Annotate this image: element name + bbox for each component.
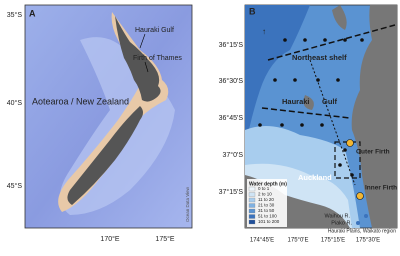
legend-swatch bbox=[248, 214, 256, 219]
legend-swatch bbox=[248, 208, 256, 214]
site-outer bbox=[346, 139, 354, 147]
lat-label: 36°30'S bbox=[219, 77, 244, 85]
lat-label: 37°0'S bbox=[223, 151, 244, 159]
river: Waihou R. bbox=[325, 213, 351, 219]
island bbox=[332, 5, 347, 30]
region: Inner Firth bbox=[365, 185, 397, 192]
river-mouth bbox=[356, 221, 360, 225]
lat-label: 45°S bbox=[7, 182, 23, 190]
south-island bbox=[67, 106, 143, 205]
boundary bbox=[267, 24, 396, 61]
site-inner bbox=[356, 192, 364, 200]
lon-label: 175°E bbox=[155, 235, 174, 243]
legend-label: 11 to 20 bbox=[258, 197, 274, 202]
lon-label: 174°45'E bbox=[250, 238, 274, 244]
legend-label: 0 to 1 bbox=[258, 186, 270, 191]
lat-label: 35°S bbox=[7, 11, 23, 19]
lon-label: 175°15'E bbox=[321, 238, 345, 244]
region: Outer Firth bbox=[356, 149, 390, 156]
depth-deep bbox=[245, 5, 310, 150]
river: Piako R. bbox=[331, 220, 352, 226]
north-island bbox=[115, 16, 161, 102]
legend-label: 31 to 50 bbox=[258, 208, 275, 213]
annotation: Firth of Thames bbox=[133, 55, 182, 62]
credit: Ocean Data View bbox=[185, 186, 190, 222]
legend-title: Water depth (m) bbox=[249, 181, 287, 187]
lat-label: 40°S bbox=[7, 99, 23, 107]
legend-label: 2 to 10 bbox=[258, 192, 272, 197]
region: Auckland bbox=[298, 173, 332, 182]
legend-swatch bbox=[248, 203, 256, 208]
region: Hauraki Plains, Waikato region bbox=[328, 228, 396, 234]
lat-label: 36°45'S bbox=[219, 114, 244, 122]
coromandel bbox=[351, 5, 397, 228]
lat-label: 37°15'S bbox=[219, 188, 244, 196]
lon-label: 175°0'E bbox=[288, 238, 309, 244]
annotation: Aotearoa / New Zealand bbox=[32, 96, 129, 106]
region: Gulf bbox=[322, 97, 337, 106]
boundary bbox=[261, 107, 351, 119]
arrow bbox=[139, 33, 146, 49]
legend-label: 101 to 200 bbox=[258, 219, 280, 224]
arrow bbox=[144, 61, 149, 73]
legend-swatch bbox=[248, 186, 256, 192]
n-arrow: ↑ bbox=[262, 27, 266, 36]
panel-label: A bbox=[29, 8, 36, 18]
panel-label: B bbox=[249, 6, 256, 16]
region: Northeast shelf bbox=[292, 53, 347, 62]
lat-label: 36°15'S bbox=[219, 41, 244, 49]
stations bbox=[258, 38, 364, 177]
lon-label: 170°E bbox=[100, 235, 119, 243]
legend-swatch bbox=[248, 197, 256, 203]
lon-label: 175°30'E bbox=[356, 238, 380, 244]
legend-label: 21 to 30 bbox=[258, 203, 275, 208]
island bbox=[303, 95, 314, 110]
annotation: Hauraki Gulf bbox=[135, 27, 174, 34]
river-mouth bbox=[364, 214, 368, 218]
region: Hauraki bbox=[282, 97, 310, 106]
legend-label: 51 to 100 bbox=[258, 214, 277, 219]
legend-swatch bbox=[248, 219, 256, 225]
legend-swatch bbox=[248, 192, 256, 197]
